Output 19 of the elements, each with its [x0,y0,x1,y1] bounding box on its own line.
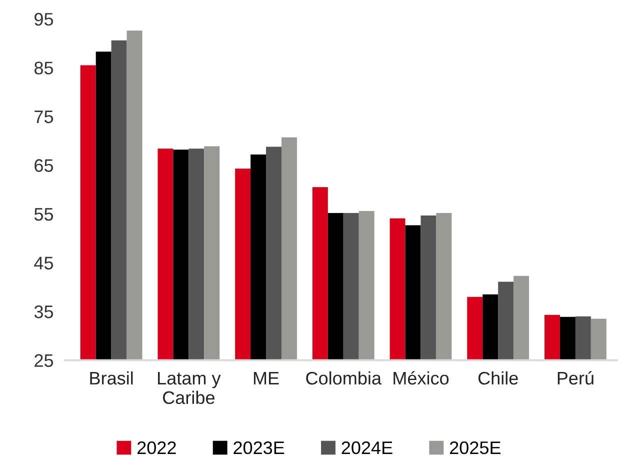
y-tick-label: 75 [34,110,54,124]
legend-label: 2024E [342,441,392,454]
legend-label: 2022 [137,441,176,454]
legend-label: 2025E [450,441,501,454]
y-tick-label: 55 [34,208,54,221]
x-tick-label: Colombia [306,371,382,385]
y-tick-label: 25 [34,354,54,367]
y-tick-label: 35 [34,305,54,318]
x-tick-label: Perú [558,371,594,385]
x-tick-label: Brasil [90,371,133,385]
legend-label: 2023E [234,441,284,454]
y-tick-label: 95 [34,12,54,26]
y-tick-label: 85 [34,62,54,74]
x-tick-label: Chile [478,371,518,385]
x-tick-label: México [394,371,449,385]
x-tick-label: ME [254,372,279,384]
y-tick-label: 65 [34,159,54,172]
x-tick-label: Latam y Caribe [158,372,221,404]
y-tick-label: 45 [34,256,54,270]
